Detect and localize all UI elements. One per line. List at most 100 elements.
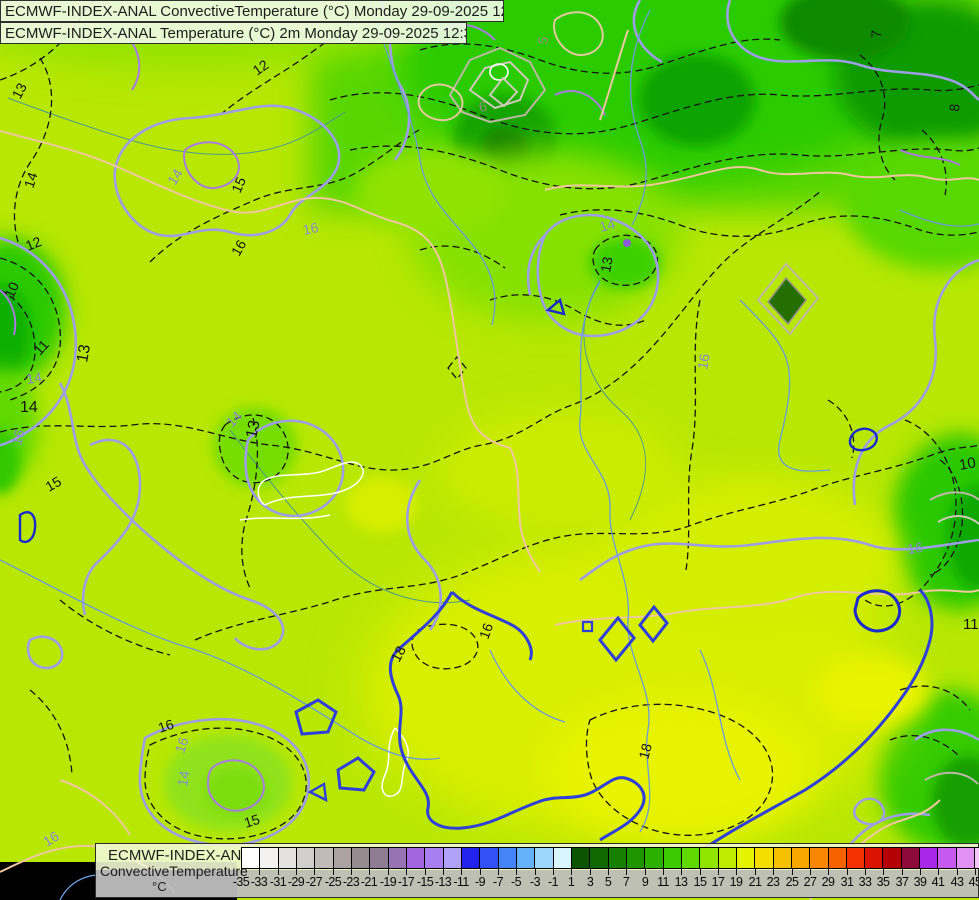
colorbar-tick-label: -13 xyxy=(434,875,452,889)
colorbar-tick-label: -7 xyxy=(493,875,504,889)
colorbar-tick-label: -15 xyxy=(416,875,434,889)
colorbar-cell xyxy=(333,848,352,868)
contour-label: 16 xyxy=(694,352,712,370)
contour-label: 14 xyxy=(21,170,41,190)
colorbar-tick-label: 43 xyxy=(950,875,964,889)
colorbar-tick xyxy=(241,869,242,875)
colorbar-tick-label: -3 xyxy=(530,875,541,889)
isotherm-contours-dashed xyxy=(0,0,979,840)
colorbar-tick xyxy=(535,869,536,875)
colorbar-tick-label: 31 xyxy=(840,875,854,889)
contour-label: 12 xyxy=(23,233,44,254)
colorbar-tick xyxy=(810,869,811,875)
colorbar-tick-labels: -35 -33 -31 -29 -27 -25 -23 -21 -19 -17 -15 -13 -11-… xyxy=(233,875,979,891)
colorbar-cell xyxy=(846,848,866,868)
colorbar-tick-label: -35 xyxy=(232,875,250,889)
colorbar-tick xyxy=(498,869,499,875)
colorbar-cell xyxy=(516,848,536,868)
legend-field-name: ConvectiveTemperature xyxy=(100,863,248,879)
contour-label: 18 xyxy=(635,741,655,760)
contour-label: 5 xyxy=(534,35,551,46)
colorbar-tick xyxy=(553,869,554,875)
colorbar-tick-label: 21 xyxy=(748,875,762,889)
contour-label: 16 xyxy=(8,428,27,447)
colorbar-tick-label: 7 xyxy=(622,875,630,889)
colorbar-tick xyxy=(700,869,701,875)
contour-label: 13 xyxy=(243,419,263,440)
contour-label: 14 xyxy=(174,769,192,787)
colorbar-tick-label: 15 xyxy=(693,875,707,889)
colorbar-cell xyxy=(553,848,572,868)
colorbar-cell xyxy=(278,848,297,868)
colorbar-tick xyxy=(957,869,958,875)
colorbar-tick xyxy=(792,869,793,875)
colorbar-tick xyxy=(975,869,976,875)
legend-model-name: ECMWF-INDEX-ANAL xyxy=(108,847,260,864)
colorbar-tick-label: 9 xyxy=(641,875,649,889)
colorbar-cell xyxy=(736,848,756,868)
colorbar-tick xyxy=(663,869,664,875)
colorbar-tick xyxy=(314,869,315,875)
contour-label: 16 xyxy=(906,539,924,557)
colorbar-tick xyxy=(259,869,260,875)
colorbar-cell xyxy=(590,848,609,868)
colorbar-cell xyxy=(773,848,792,868)
colorbar-tick xyxy=(608,869,609,875)
colorbar-tick xyxy=(847,869,848,875)
contour-label: 16 xyxy=(40,828,62,850)
colorbar-tick xyxy=(590,869,591,875)
colorbar-tick-label: 1 xyxy=(567,875,575,889)
colorbar-tick-label: -23 xyxy=(342,875,360,889)
colorbar-cell xyxy=(351,848,371,868)
colorbar-cell xyxy=(626,848,646,868)
contour-label: 14 xyxy=(164,166,186,188)
colorbar-cell xyxy=(645,848,664,868)
colorbar-tick-label: 3 xyxy=(586,875,594,889)
colorbar-tick-label: -21 xyxy=(360,875,378,889)
contour-label: 16 xyxy=(476,621,496,641)
colorbar-cell xyxy=(315,848,334,868)
convective-contours-periwinkle xyxy=(0,0,979,847)
colorbar-tick xyxy=(718,869,719,875)
river-lines-teal xyxy=(7,97,647,604)
colorbar-tick-label: 45 xyxy=(968,875,979,889)
mountain-ring-contours xyxy=(417,11,979,785)
colorbar xyxy=(241,847,979,869)
colorbar-cell xyxy=(718,848,737,868)
colorbar-cell xyxy=(388,848,407,868)
colorbar-tick-label: -17 xyxy=(397,875,415,889)
colorbar-tick-label: 27 xyxy=(803,875,817,889)
contour-label: 16 xyxy=(156,716,176,736)
contour-label: 15 xyxy=(228,174,249,195)
colorbar-tick xyxy=(920,869,921,875)
colorbar-cell xyxy=(461,848,481,868)
colorbar-tick xyxy=(369,869,370,875)
thick-blue-contours xyxy=(18,297,934,850)
colorbar-cell xyxy=(370,848,389,868)
colorbar-cell xyxy=(956,848,976,868)
colorbar-cell xyxy=(608,848,627,868)
colorbar-tick-label: -11 xyxy=(453,875,469,889)
colorbar-tick xyxy=(406,869,407,875)
colorbar-tick-label: -19 xyxy=(379,875,397,889)
colorbar-tick xyxy=(755,869,756,875)
colorbar-cell xyxy=(425,848,444,868)
colorbar-cell xyxy=(920,848,939,868)
colorbar-cell xyxy=(901,848,921,868)
colorbar-cell xyxy=(296,848,316,868)
colorbar-tick xyxy=(773,869,774,875)
contour-label: 14 xyxy=(598,215,617,235)
colorbar-tick-label: -5 xyxy=(511,875,522,889)
colorbar-tick-label: -29 xyxy=(287,875,305,889)
color-scale-legend: ECMWF-INDEX-ANAL ConvectiveTemperature °… xyxy=(95,843,979,898)
colorbar-ticks xyxy=(241,869,979,875)
colorbar-tick xyxy=(351,869,352,875)
map-title-line1: ECMWF-INDEX-ANAL ConvectiveTemperature (… xyxy=(0,0,504,22)
colorbar-tick xyxy=(333,869,334,875)
colorbar-tick-label: 25 xyxy=(785,875,799,889)
colorbar-tick-label: 35 xyxy=(876,875,890,889)
colorbar-cell xyxy=(242,848,261,868)
colorbar-tick-label: -25 xyxy=(324,875,342,889)
